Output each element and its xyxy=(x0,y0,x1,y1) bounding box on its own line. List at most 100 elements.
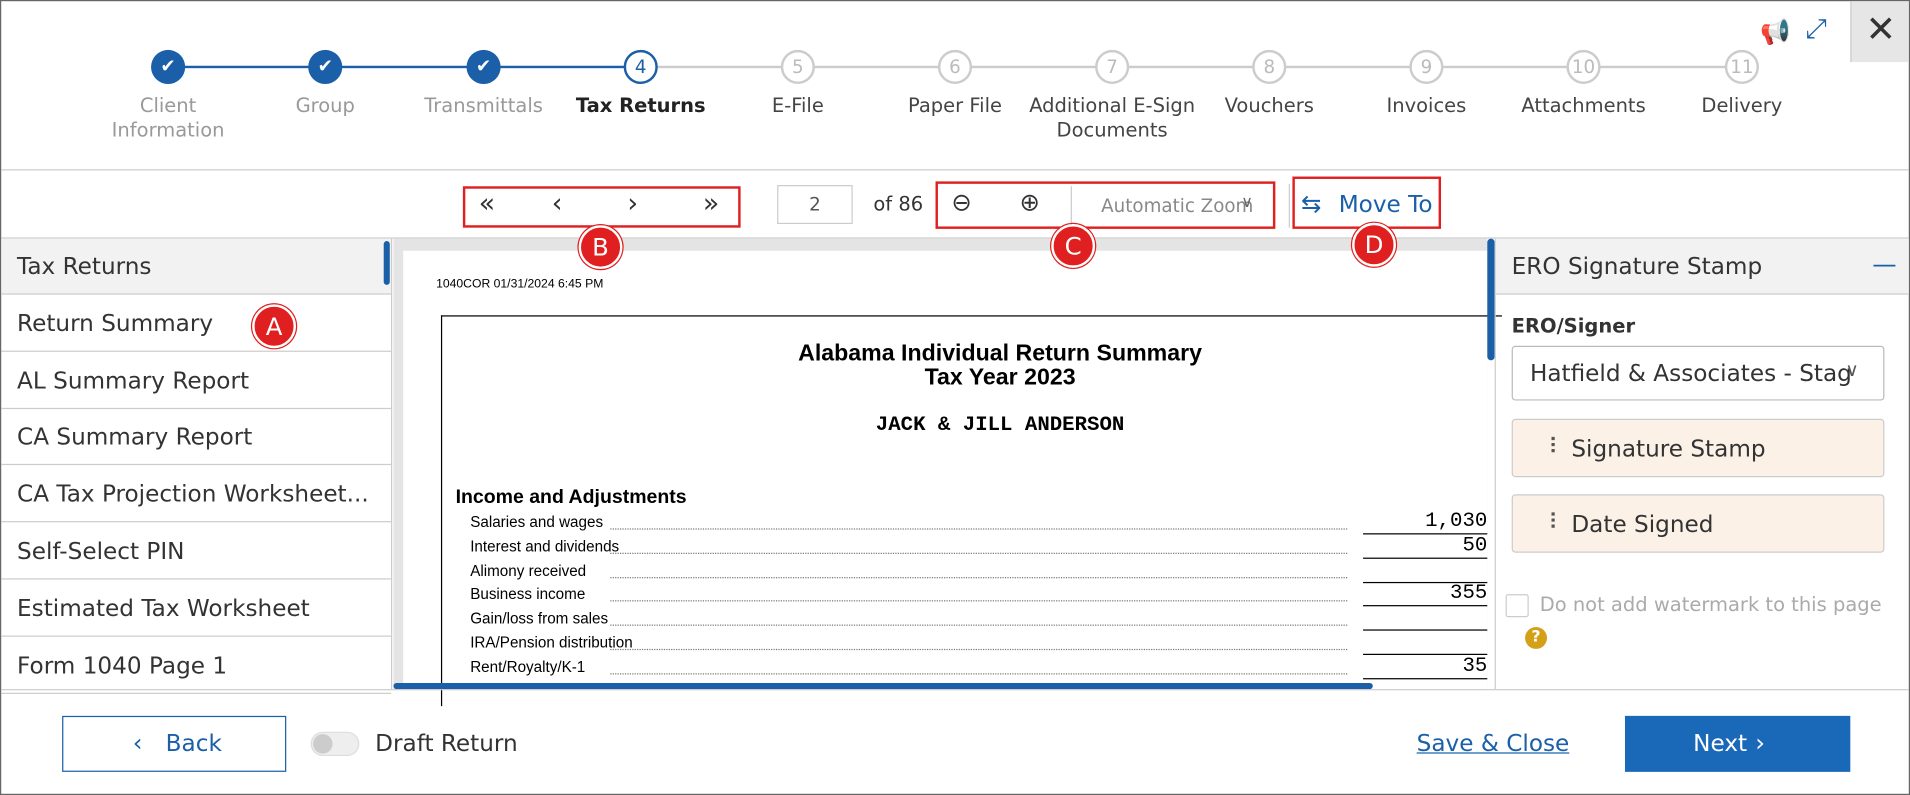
zoom-out[interactable]: ⊖ xyxy=(951,187,972,217)
row-line xyxy=(1363,581,1488,583)
footer-border xyxy=(1,689,1909,691)
step-circle[interactable]: 8 xyxy=(1252,49,1287,85)
row-label: IRA/Pension distribution xyxy=(470,634,633,652)
divider xyxy=(1,169,1909,171)
sidebar-border xyxy=(391,238,393,690)
stamp[interactable]: Signature Stamp xyxy=(1511,418,1885,478)
checkbox[interactable] xyxy=(1505,594,1529,618)
close-button[interactable]: ✕ xyxy=(1865,8,1897,52)
step-circle[interactable]: 7 xyxy=(1095,49,1130,85)
zoom-select[interactable]: Automatic Zoom xyxy=(1070,186,1266,226)
prev-page[interactable]: ‹ xyxy=(551,188,563,220)
row-label: Salaries and wages xyxy=(470,513,604,531)
row-label: Business income xyxy=(470,586,586,604)
row-dots xyxy=(610,600,1348,602)
step-circle[interactable]: 10 xyxy=(1566,49,1601,85)
announce-icon[interactable]: 📢 xyxy=(1760,17,1791,47)
collapse[interactable]: — xyxy=(1872,249,1897,279)
row-line xyxy=(1363,533,1488,535)
step-circle[interactable]: 11 xyxy=(1724,49,1759,85)
row-value: 35 xyxy=(1462,654,1488,678)
first-page[interactable]: « xyxy=(478,188,496,220)
sidebar-item[interactable]: CA Summary Report xyxy=(1,410,392,466)
step-circle[interactable]: 4 xyxy=(623,49,658,85)
doc-box xyxy=(440,315,1502,707)
row-dots xyxy=(610,673,1348,675)
step-label[interactable]: Client Information xyxy=(111,93,225,142)
row-line xyxy=(1363,629,1488,631)
step-label[interactable]: Invoices xyxy=(1386,93,1467,117)
next-page[interactable]: › xyxy=(627,188,639,220)
row-dots xyxy=(610,624,1348,627)
doc-header: 1040COR 01/31/2024 6:45 PM xyxy=(436,277,604,291)
sidebar-item[interactable]: Return Summary xyxy=(1,296,392,352)
toggle-knob xyxy=(313,734,333,754)
annotation: A xyxy=(252,304,297,349)
annotation: B xyxy=(578,225,623,270)
step-line-todo xyxy=(640,65,1742,69)
step-label[interactable]: Delivery xyxy=(1701,93,1783,117)
sidebar-item[interactable]: Estimated Tax Worksheet xyxy=(1,580,392,637)
watermark-label[interactable]: Do not add watermark to this page xyxy=(1539,592,1882,617)
step-label[interactable]: Attachments xyxy=(1521,93,1646,117)
step-label[interactable]: Paper File xyxy=(907,93,1002,117)
doc-subtitle: Tax Year 2023 xyxy=(924,365,1076,391)
step-circle[interactable]: ✔ xyxy=(466,49,501,85)
row-line xyxy=(1363,677,1488,680)
doc-name: JACK & JILL ANDERSON xyxy=(875,413,1125,438)
expand-icon[interactable]: ⤢ xyxy=(1805,14,1827,46)
divider xyxy=(1,237,1909,239)
step-label[interactable]: E-File xyxy=(771,93,824,117)
toolbar-sep xyxy=(1288,183,1290,228)
page-input[interactable]: 2 xyxy=(777,185,853,225)
save-close[interactable]: Save & Close xyxy=(1416,730,1570,758)
panel-border xyxy=(1494,238,1496,690)
step-label[interactable]: Vouchers xyxy=(1224,93,1314,117)
sidebar-item[interactable]: Self-Select PIN xyxy=(1,524,392,580)
doc-section: Income and Adjustments xyxy=(455,486,687,508)
step-line-done xyxy=(168,65,641,69)
row-label: Alimony received xyxy=(470,561,587,580)
step-circle[interactable]: ✔ xyxy=(151,49,186,85)
highlight-box xyxy=(462,186,741,228)
step-label[interactable]: Transmittals xyxy=(424,93,543,117)
row-value: 355 xyxy=(1450,582,1488,606)
row-line xyxy=(1363,605,1488,607)
highlight-box xyxy=(1292,176,1442,229)
sidebar-item[interactable]: CA Tax Projection Worksheet... xyxy=(1,467,392,523)
signer-select[interactable]: Hatfield & Associates - Stag xyxy=(1511,345,1885,401)
move-icon[interactable]: ⇆ xyxy=(1300,188,1322,218)
panel-title: ERO Signature Stamp xyxy=(1511,253,1763,281)
sidebar-item[interactable]: AL Summary Report xyxy=(1,353,392,409)
back-label[interactable]: Back xyxy=(165,730,222,758)
sidebar-item[interactable]: Tax Returns xyxy=(1,238,392,295)
next-label[interactable]: Next xyxy=(1693,730,1748,758)
doc-vscroll xyxy=(1487,238,1495,361)
row-line xyxy=(1363,653,1488,655)
draft-label: Draft Return xyxy=(375,730,518,758)
zoom-in[interactable]: ⊕ xyxy=(1019,187,1040,217)
row-label: Rent/Royalty/K-1 xyxy=(470,658,586,676)
step-label[interactable]: Group xyxy=(295,93,355,117)
row-value: 50 xyxy=(1462,534,1488,558)
row-value: 1,030 xyxy=(1425,510,1488,534)
annotation: D xyxy=(1352,222,1396,267)
row-dots xyxy=(610,528,1348,530)
step-circle[interactable]: ✔ xyxy=(308,49,343,85)
next-icon: › xyxy=(1755,728,1766,758)
sidebar-item[interactable]: Form 1040 Page 1 xyxy=(1,637,392,694)
move-to[interactable]: Move To xyxy=(1338,191,1433,218)
next-button[interactable] xyxy=(1624,715,1851,772)
step-label[interactable]: Tax Returns xyxy=(575,93,706,117)
help-icon[interactable]: ? xyxy=(1525,626,1547,649)
step-label[interactable]: Additional E-Sign Documents xyxy=(1029,93,1196,142)
last-page[interactable]: » xyxy=(702,188,720,220)
close-area xyxy=(1850,1,1909,63)
step-circle[interactable]: 6 xyxy=(937,49,973,85)
row-dots xyxy=(610,648,1348,651)
step-circle[interactable]: 9 xyxy=(1409,49,1444,85)
stamp[interactable]: Date Signed xyxy=(1511,494,1885,553)
back-button[interactable] xyxy=(62,715,287,772)
step-circle[interactable]: 5 xyxy=(780,49,815,85)
